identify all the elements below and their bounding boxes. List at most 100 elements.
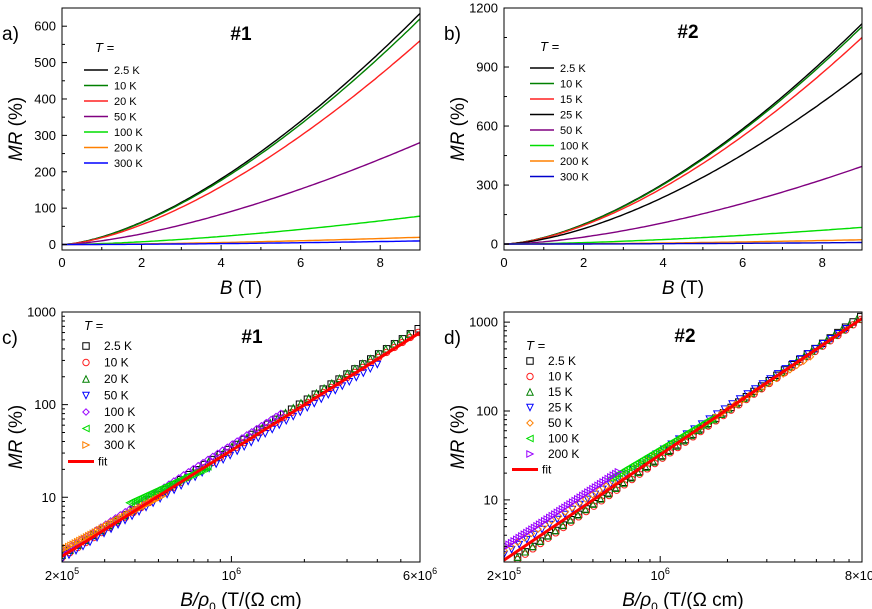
y-tick-label: 100	[34, 201, 56, 216]
legend-item-fit: fit	[512, 463, 552, 477]
series-line-15-k	[504, 36, 862, 245]
x-tick-label: 6	[297, 255, 304, 270]
data-point	[199, 458, 207, 467]
sample-title: #2	[677, 22, 698, 43]
panel-label: b)	[444, 24, 461, 45]
data-point	[543, 531, 552, 540]
data-point	[366, 365, 375, 374]
series-line-50-k	[504, 165, 862, 245]
data-point	[536, 536, 545, 545]
y-tick-label: 300	[34, 128, 56, 143]
data-point	[218, 446, 227, 455]
legend-item-fit: fit	[68, 455, 108, 469]
data-point	[374, 349, 383, 358]
legend-label: 10 K	[114, 81, 137, 93]
legend-item-25-k: 25 K	[525, 401, 573, 415]
legend-title: T =	[84, 318, 104, 333]
legend-item-200-k: 200 K	[526, 447, 579, 461]
y-axis-label: MR (%)	[6, 97, 27, 161]
plot-area	[504, 312, 862, 562]
sample-title: #2	[674, 326, 695, 347]
legend-item-200-k: 200 K	[81, 422, 135, 436]
data-point	[238, 434, 246, 442]
data-point	[513, 538, 522, 546]
y-tick-label: 400	[34, 91, 56, 106]
legend-label: 10 K	[548, 370, 573, 384]
series-line-50-k	[62, 141, 420, 246]
data-point	[204, 455, 212, 464]
series-line-20-k	[62, 40, 420, 246]
legend-label: 2.5 K	[104, 339, 132, 353]
legend-label: 100 K	[114, 127, 143, 139]
panel-b: 0 2 4 6 8 0 300 600 900 1200 B (T) MR (%) b) #2 T =2.5…	[444, 1, 863, 299]
data-point	[602, 482, 611, 490]
y-tick-label: 0	[49, 237, 56, 252]
data-point	[352, 373, 361, 382]
data-point	[228, 440, 237, 449]
legend-item-2-5-k: 2.5 K	[526, 354, 576, 368]
y-tick-label: 100	[34, 397, 56, 412]
legend-label: 10 K	[104, 356, 129, 370]
data-point	[276, 409, 285, 418]
panel-d: 2×105 106 8×106 10 100 1000 B/ρ0 (T/(Ω cm) MR (…	[444, 311, 872, 609]
data-point	[223, 443, 232, 452]
legend-item-100-k: 100 K	[84, 127, 143, 139]
legend-label: 200 K	[104, 422, 135, 436]
legend-marker	[82, 342, 90, 350]
x-tick-label: 4	[659, 255, 666, 270]
series-points-200-k	[504, 467, 623, 550]
legend-marker	[81, 424, 90, 433]
data-point	[596, 494, 605, 503]
data-point	[272, 412, 280, 421]
data-point	[595, 486, 604, 495]
legend-marker	[526, 357, 534, 365]
legend-item-10-k: 10 K	[530, 79, 583, 91]
legend-item-2-5-k: 2.5 K	[530, 63, 586, 75]
legend-label: 200 K	[114, 143, 143, 155]
legend-marker	[82, 358, 90, 367]
series-line-25-k	[504, 72, 862, 245]
x-tick-label: 8	[819, 255, 826, 270]
series-line-300-k	[62, 240, 420, 246]
y-axis-label: MR (%)	[6, 405, 27, 469]
panel-label: d)	[444, 328, 461, 349]
legend-label: 300 K	[114, 158, 143, 170]
legend-item-15-k: 15 K	[525, 385, 573, 399]
sample-title: #1	[241, 327, 263, 348]
data-point	[62, 555, 67, 562]
y-tick-label: 1200	[469, 1, 498, 16]
legend-marker	[525, 434, 534, 443]
legend-label: 2.5 K	[548, 354, 576, 368]
legend-title: T =	[526, 338, 546, 353]
plot-area	[62, 325, 420, 562]
series-line-10-k	[504, 26, 862, 245]
x-tick-label: 0	[58, 255, 65, 270]
data-point	[634, 468, 643, 477]
data-point	[581, 505, 590, 514]
data-point	[213, 449, 222, 458]
data-point	[551, 526, 560, 535]
legend-item-10-k: 10 K	[82, 356, 129, 370]
data-point	[397, 334, 406, 343]
data-point	[381, 344, 390, 353]
legend-label: 25 K	[560, 110, 583, 122]
x-axis-label: B/ρ0 (T/(Ω cm)	[180, 590, 302, 609]
legend-marker	[526, 372, 534, 381]
legend-label: 100 K	[560, 141, 589, 153]
series-line-100-k	[504, 226, 862, 245]
legend-label: 100 K	[104, 405, 135, 419]
data-point	[558, 521, 567, 530]
x-tick-label: 2×105	[487, 566, 521, 583]
sample-title: #1	[230, 24, 252, 45]
data-point	[604, 489, 613, 498]
data-point	[588, 499, 598, 508]
data-point	[573, 510, 582, 519]
data-point	[611, 484, 620, 493]
data-point	[414, 325, 420, 333]
data-point	[583, 495, 592, 504]
plot-area	[62, 12, 420, 246]
data-point	[504, 546, 508, 555]
x-tick-label: 6	[739, 255, 746, 270]
data-point	[614, 467, 623, 476]
legend-item-2-5-k: 2.5 K	[82, 339, 132, 353]
